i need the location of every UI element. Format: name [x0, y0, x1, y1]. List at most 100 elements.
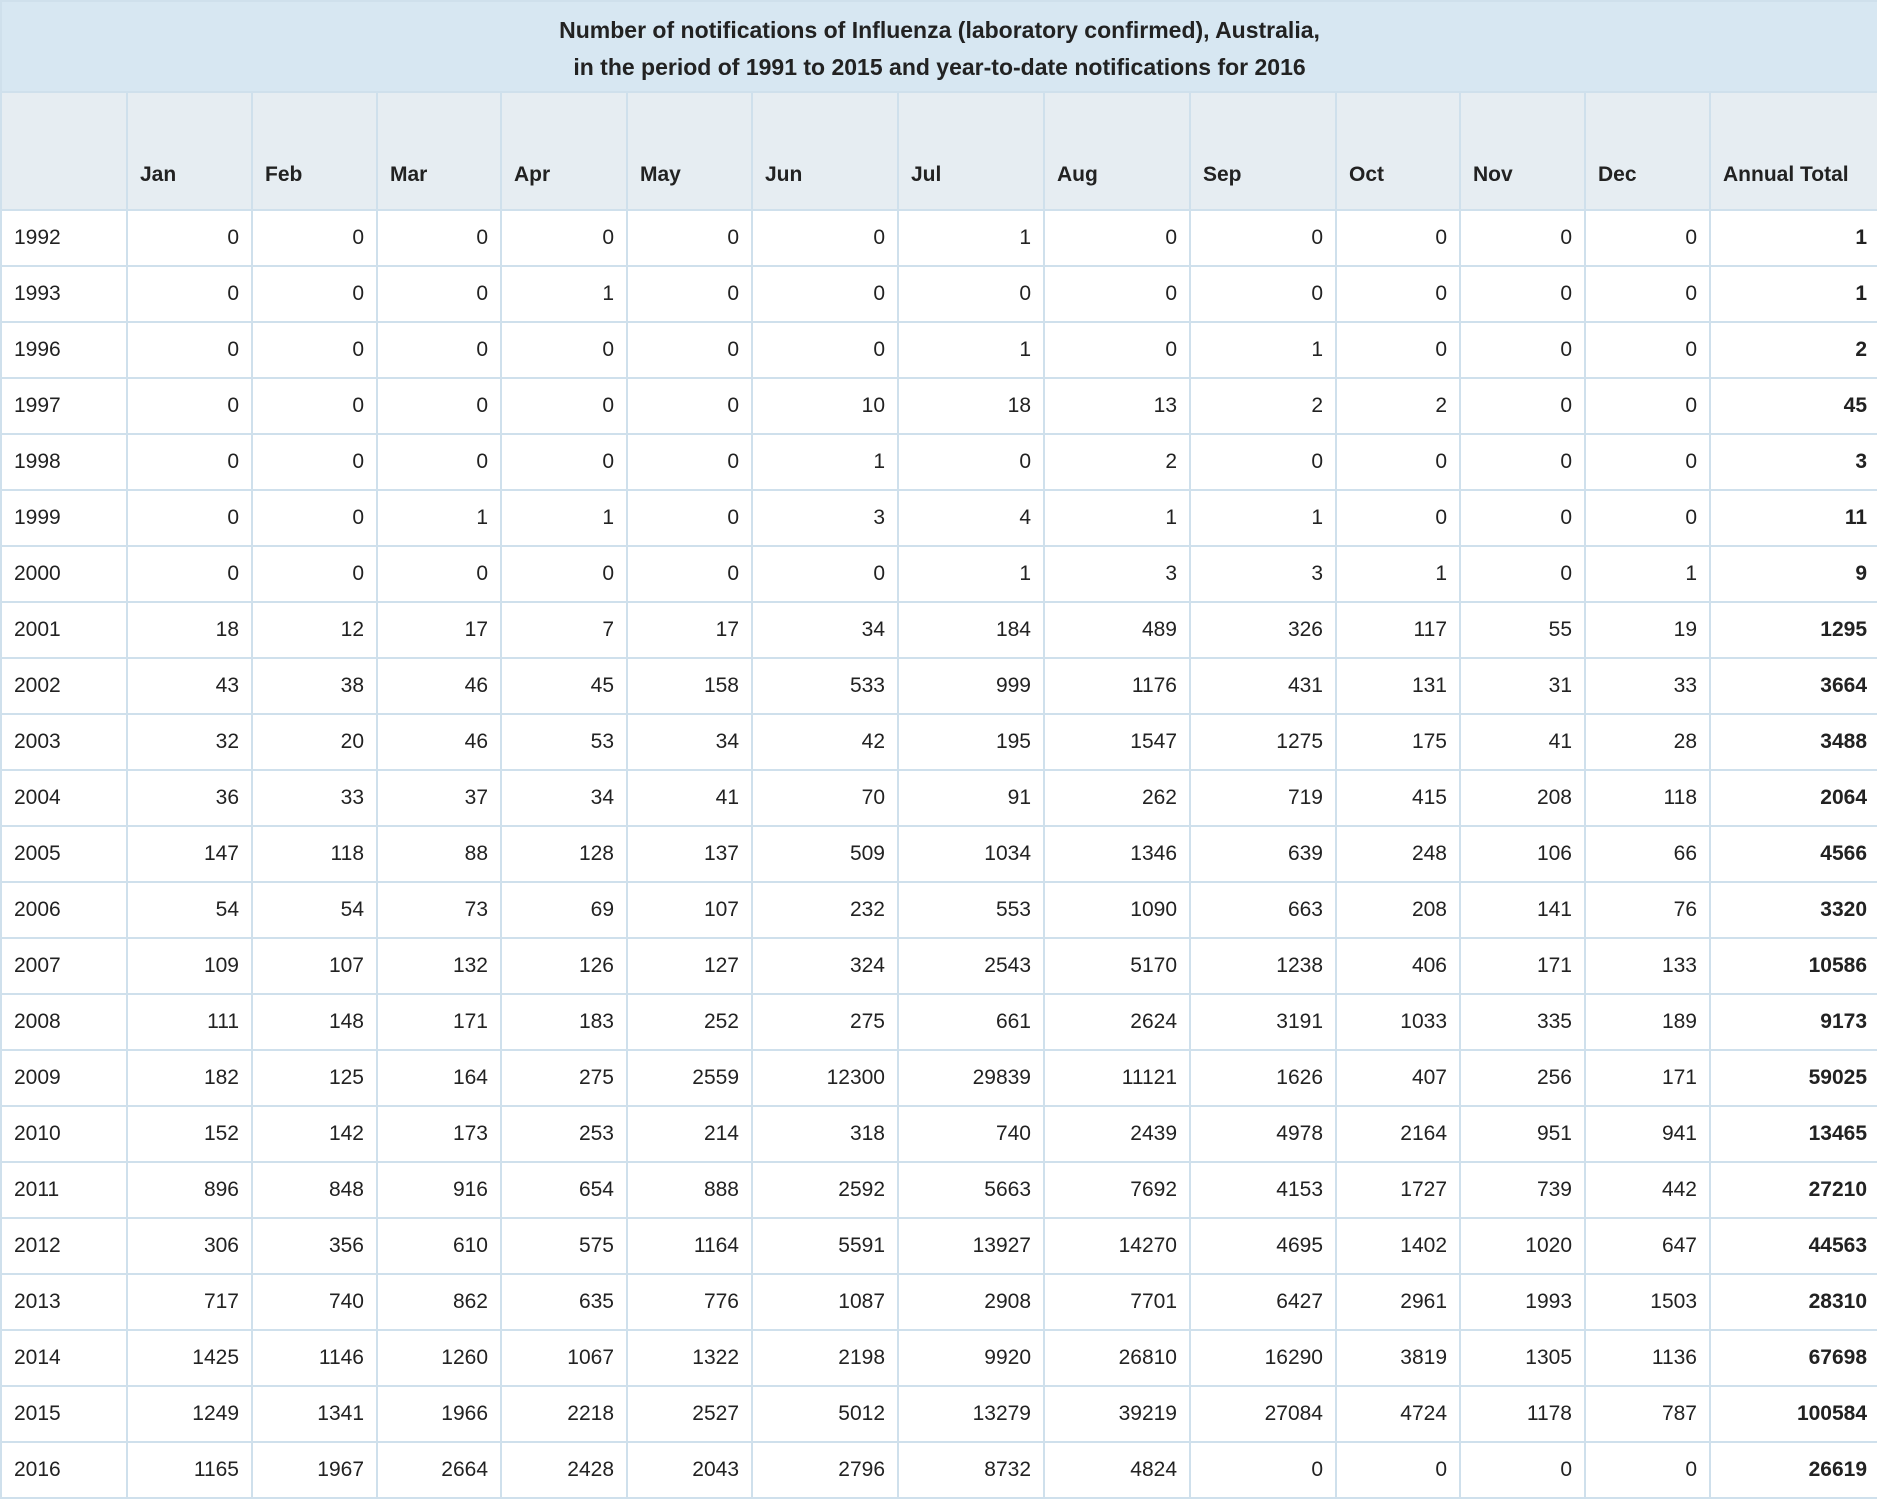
month-cell: 91 [897, 769, 1045, 827]
month-cell: 776 [626, 1273, 753, 1331]
month-cell: 896 [126, 1161, 253, 1219]
month-cell: 147 [126, 825, 253, 883]
month-cell: 0 [251, 433, 378, 491]
month-cell: 14270 [1043, 1217, 1191, 1275]
month-cell: 73 [376, 881, 502, 939]
month-cell: 2198 [751, 1329, 899, 1387]
month-cell: 1966 [376, 1385, 502, 1443]
month-cell: 0 [1584, 433, 1711, 491]
table-row: 2010 152 142 173 253 214 318 740 2439 4978 2164 951… [0, 1105, 1877, 1163]
month-cell: 0 [500, 209, 628, 267]
month-cell: 509 [751, 825, 899, 883]
month-cell: 171 [1459, 937, 1586, 995]
month-cell: 489 [1043, 601, 1191, 659]
table-row: 2002 43 38 46 45 158 533 999 1176 431 131 31 33 3664 [0, 657, 1877, 715]
month-cell: 0 [126, 321, 253, 379]
table-row: 2014 1425 1146 1260 1067 1322 2198 9920 26810 162… [0, 1329, 1877, 1387]
annual-total-cell: 1295 [1708, 601, 1877, 659]
table-row: 2013 717 740 862 635 776 1087 2908 7701 6427 2961 1… [0, 1273, 1877, 1331]
month-cell: 46 [376, 657, 502, 715]
month-cell: 1 [897, 321, 1045, 379]
month-cell: 553 [897, 881, 1045, 939]
annual-total-cell: 67698 [1708, 1329, 1877, 1387]
annual-total-cell: 3488 [1708, 713, 1877, 771]
year-cell: 2005 [0, 825, 128, 883]
month-cell: 848 [251, 1161, 378, 1219]
month-cell: 610 [376, 1217, 502, 1275]
month-cell: 0 [1584, 1441, 1711, 1499]
month-cell: 5012 [751, 1385, 899, 1443]
month-cell: 0 [1584, 489, 1711, 547]
month-cell: 0 [500, 377, 628, 435]
month-cell: 324 [751, 937, 899, 995]
month-cell: 0 [751, 265, 899, 323]
month-cell: 28 [1584, 713, 1711, 771]
month-cell: 0 [376, 321, 502, 379]
month-cell: 248 [1335, 825, 1461, 883]
month-cell: 2961 [1335, 1273, 1461, 1331]
month-cell: 0 [1459, 321, 1586, 379]
month-cell: 0 [126, 433, 253, 491]
month-cell: 1033 [1335, 993, 1461, 1051]
month-cell: 431 [1189, 657, 1337, 715]
month-cell: 41 [626, 769, 753, 827]
month-cell: 1238 [1189, 937, 1337, 995]
annual-total-cell: 1 [1708, 265, 1877, 323]
month-cell: 740 [251, 1273, 378, 1331]
month-cell: 109 [126, 937, 253, 995]
year-cell: 2012 [0, 1217, 128, 1275]
year-cell: 2007 [0, 937, 128, 995]
month-cell: 1249 [126, 1385, 253, 1443]
month-cell: 11121 [1043, 1049, 1191, 1107]
month-cell: 0 [1335, 321, 1461, 379]
month-cell: 4824 [1043, 1441, 1191, 1499]
month-cell: 0 [500, 321, 628, 379]
annual-total-cell: 59025 [1708, 1049, 1877, 1107]
month-cell: 54 [251, 881, 378, 939]
year-cell: 2016 [0, 1441, 128, 1499]
month-cell: 1178 [1459, 1385, 1586, 1443]
month-cell: 356 [251, 1217, 378, 1275]
month-cell: 2543 [897, 937, 1045, 995]
month-cell: 7701 [1043, 1273, 1191, 1331]
month-cell: 2796 [751, 1441, 899, 1499]
month-cell: 125 [251, 1049, 378, 1107]
year-cell: 1997 [0, 377, 128, 435]
month-cell: 0 [1043, 265, 1191, 323]
month-cell: 1341 [251, 1385, 378, 1443]
table-row: 2006 54 54 73 69 107 232 553 1090 663 208 141 76 3320 [0, 881, 1877, 939]
annual-total-cell: 9173 [1708, 993, 1877, 1051]
month-cell: 318 [751, 1105, 899, 1163]
month-cell: 12 [251, 601, 378, 659]
month-cell: 17 [626, 601, 753, 659]
month-cell: 647 [1584, 1217, 1711, 1275]
month-cell: 0 [751, 321, 899, 379]
month-cell: 1164 [626, 1217, 753, 1275]
month-cell: 118 [251, 825, 378, 883]
month-cell: 1346 [1043, 825, 1191, 883]
month-cell: 663 [1189, 881, 1337, 939]
header-row: Jan Feb Mar Apr May Jun Jul Aug Sep Oct Nov Dec Annu… [0, 91, 1877, 211]
month-cell: 1425 [126, 1329, 253, 1387]
month-cell: 20 [251, 713, 378, 771]
month-cell: 208 [1459, 769, 1586, 827]
month-cell: 739 [1459, 1161, 1586, 1219]
month-cell: 45 [500, 657, 628, 715]
month-cell: 1 [1189, 321, 1337, 379]
annual-total-cell: 28310 [1708, 1273, 1877, 1331]
month-cell: 29839 [897, 1049, 1045, 1107]
month-cell: 0 [376, 545, 502, 603]
table-row: 2003 32 20 46 53 34 42 195 1547 1275 175 41 28 3488 [0, 713, 1877, 771]
month-cell: 8732 [897, 1441, 1045, 1499]
month-cell: 253 [500, 1105, 628, 1163]
month-cell: 37 [376, 769, 502, 827]
year-cell: 2014 [0, 1329, 128, 1387]
month-cell: 406 [1335, 937, 1461, 995]
month-cell: 1090 [1043, 881, 1191, 939]
month-cell: 0 [1335, 489, 1461, 547]
month-cell: 533 [751, 657, 899, 715]
month-cell: 0 [626, 377, 753, 435]
table-row: 2009 182 125 164 275 2559 12300 29839 11121 1626 4… [0, 1049, 1877, 1107]
month-cell: 0 [1189, 265, 1337, 323]
